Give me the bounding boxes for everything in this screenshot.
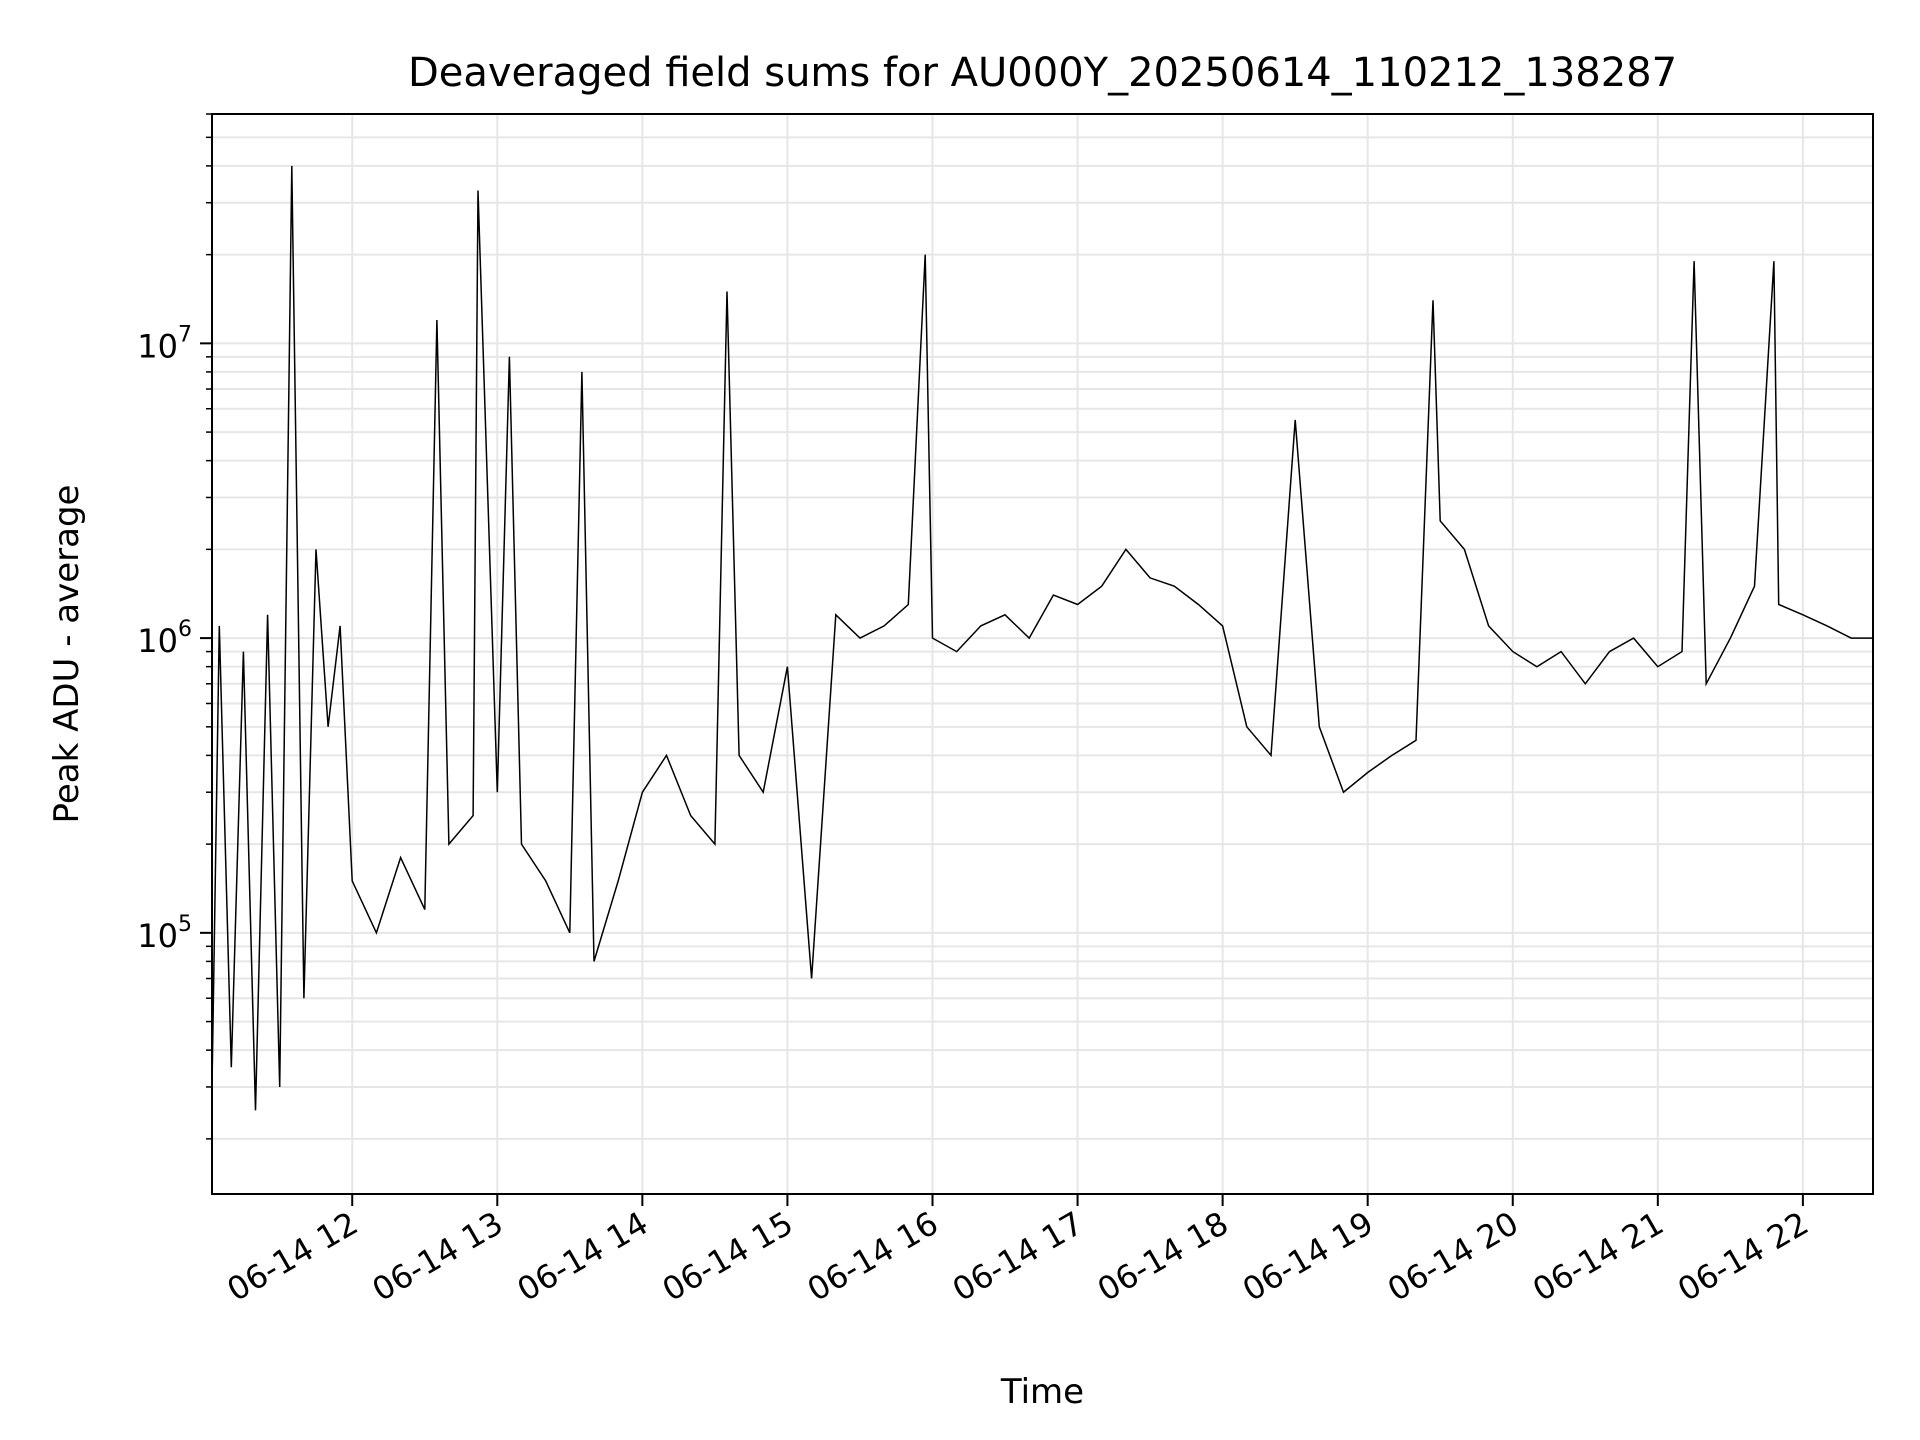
x-axis-label: Time [1000, 1372, 1084, 1412]
series-layer [211, 165, 1873, 1111]
y-tick-label: 105 [137, 912, 192, 955]
plot-frame [211, 113, 1874, 1195]
y-axis: 105 106 107 [137, 113, 212, 1140]
y-tick-label: 106 [137, 617, 192, 660]
series-line [211, 165, 1873, 1111]
chart-title: Deaveraged field sums for AU000Y_2025061… [408, 50, 1677, 96]
grid-lines [212, 113, 1873, 1194]
y-tick-label: 107 [137, 322, 192, 365]
y-axis-label: Peak ADU - average [47, 485, 87, 824]
